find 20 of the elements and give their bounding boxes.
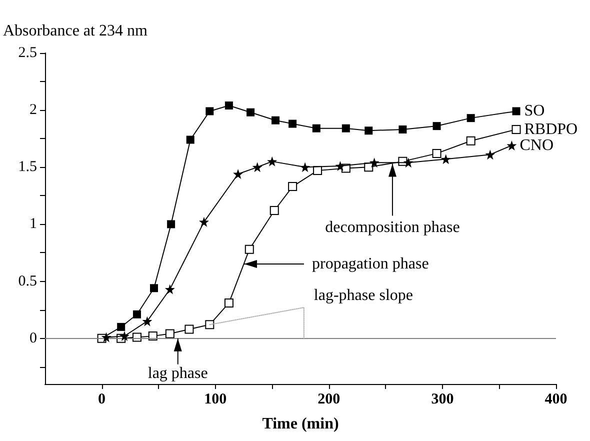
series-label: SO (524, 102, 545, 120)
y-tick-label: 0 (30, 330, 37, 346)
series-label: CNO (520, 136, 554, 154)
y-tick-label: 2.5 (18, 45, 37, 61)
annotation: propagation phase (312, 256, 429, 272)
y-tick-label: 1 (30, 216, 37, 232)
y-tick-label: 1.5 (18, 159, 37, 176)
x-tick-label: 0 (98, 392, 106, 408)
y-tick-label: 2 (30, 102, 37, 118)
annotation: lag-phase slope (314, 287, 413, 304)
x-tick-label: 400 (544, 392, 568, 408)
series-label: RBDPO (524, 120, 578, 138)
x-axis-title: Time (min) (262, 416, 339, 432)
y-tick-label: 0.5 (18, 273, 37, 290)
x-tick-label: 300 (431, 392, 454, 408)
y-axis-title: Absorbance at 234 nm (3, 22, 148, 40)
annotation: decomposition phase (325, 219, 460, 236)
annotation: lag phase (148, 364, 208, 382)
x-tick-label: 200 (318, 392, 340, 408)
x-tick-label: 100 (204, 392, 227, 408)
